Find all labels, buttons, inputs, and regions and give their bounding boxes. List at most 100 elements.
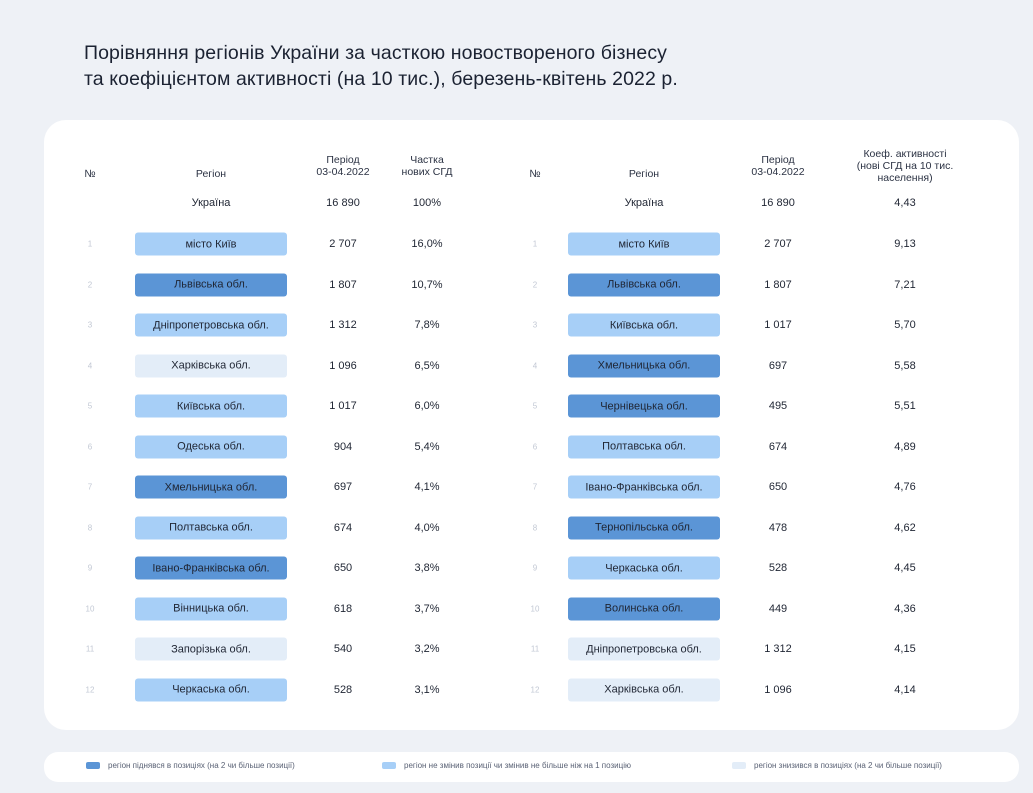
- share-row-region: Вінницька обл.: [135, 597, 287, 620]
- activity-row-period: 697: [769, 360, 787, 372]
- share-row-rank: 4: [88, 361, 92, 370]
- activity-row-value: 7,21: [894, 279, 915, 291]
- share-row-rank: 3: [88, 321, 92, 330]
- share-region-header: Регіон: [196, 168, 226, 180]
- share-row-region: Черкаська обл.: [135, 678, 287, 701]
- activity-total-value: 4,43: [894, 197, 915, 209]
- activity-row-value: 5,70: [894, 319, 915, 331]
- share-row-region: Запорізька обл.: [135, 638, 287, 661]
- share-row-rank: 6: [88, 442, 92, 451]
- activity-total-region: Україна: [625, 197, 664, 209]
- page-title: Порівняння регіонів України за часткою н…: [84, 40, 884, 92]
- share-row-period: 1 807: [329, 279, 357, 291]
- activity-row-region: Хмельницька обл.: [568, 354, 720, 377]
- legend-item-down: регіон знизився в позиціях (на 2 чи біль…: [732, 761, 942, 770]
- activity-row-region: Черкаська обл.: [568, 557, 720, 580]
- share-row-value: 6,5%: [414, 360, 439, 372]
- activity-row-value: 5,58: [894, 360, 915, 372]
- share-row-rank: 2: [88, 280, 92, 289]
- activity-row-value: 4,14: [894, 684, 915, 696]
- legend-swatch-same: [382, 762, 396, 769]
- activity-row-period: 449: [769, 603, 787, 615]
- legend-label-up: регіон піднявся в позиціях (на 2 чи біль…: [108, 761, 295, 770]
- share-row-period: 1 017: [329, 400, 357, 412]
- activity-row-period: 674: [769, 441, 787, 453]
- share-row-rank: 12: [86, 685, 95, 694]
- share-value-header: Частка нових СГД: [402, 154, 453, 178]
- share-row-region: Київська обл.: [135, 395, 287, 418]
- activity-row-region: Дніпропетровська обл.: [568, 638, 720, 661]
- activity-row-region: Київська обл.: [568, 314, 720, 337]
- share-row-period: 904: [334, 441, 352, 453]
- activity-row-rank: 2: [533, 280, 537, 289]
- activity-row-region: Волинська обл.: [568, 597, 720, 620]
- activity-row-period: 495: [769, 400, 787, 412]
- activity-row-period: 1 312: [764, 643, 792, 655]
- legend-item-same: регіон не змінив позиції чи змінив не бі…: [382, 761, 631, 770]
- share-row-period: 1 312: [329, 319, 357, 331]
- activity-row-rank: 3: [533, 321, 537, 330]
- share-row-value: 5,4%: [414, 441, 439, 453]
- share-row-period: 674: [334, 522, 352, 534]
- activity-row-value: 4,15: [894, 643, 915, 655]
- share-rank-header: №: [84, 168, 95, 180]
- activity-row-rank: 1: [533, 240, 537, 249]
- share-row-period: 528: [334, 684, 352, 696]
- share-row-region: Івано-Франківська обл.: [135, 557, 287, 580]
- share-row-period: 540: [334, 643, 352, 655]
- activity-total-period: 16 890: [761, 197, 795, 209]
- activity-row-value: 4,45: [894, 562, 915, 574]
- activity-row-period: 2 707: [764, 238, 792, 250]
- activity-row-rank: 4: [533, 361, 537, 370]
- activity-row-rank: 11: [531, 645, 539, 654]
- legend-label-down: регіон знизився в позиціях (на 2 чи біль…: [754, 761, 942, 770]
- share-row-rank: 9: [88, 564, 92, 573]
- activity-row-rank: 12: [531, 685, 540, 694]
- legend: регіон піднявся в позиціях (на 2 чи біль…: [44, 752, 1019, 782]
- legend-label-same: регіон не змінив позиції чи змінив не бі…: [404, 761, 631, 770]
- activity-region-header: Регіон: [629, 168, 659, 180]
- activity-row-rank: 5: [533, 402, 537, 411]
- share-row-value: 3,1%: [414, 684, 439, 696]
- share-row-value: 6,0%: [414, 400, 439, 412]
- share-row-rank: 11: [86, 645, 94, 654]
- share-row-region: Полтавська обл.: [135, 516, 287, 539]
- share-row-period: 1 096: [329, 360, 357, 372]
- share-row-region: Одеська обл.: [135, 435, 287, 458]
- share-row-value: 4,1%: [414, 481, 439, 493]
- legend-swatch-down: [732, 762, 746, 769]
- activity-row-period: 1 096: [764, 684, 792, 696]
- share-row-region: місто Київ: [135, 233, 287, 256]
- share-row-value: 7,8%: [414, 319, 439, 331]
- activity-row-period: 478: [769, 522, 787, 534]
- activity-row-region: місто Київ: [568, 233, 720, 256]
- share-row-rank: 7: [88, 483, 92, 492]
- share-row-value: 3,2%: [414, 643, 439, 655]
- activity-row-value: 9,13: [894, 238, 915, 250]
- share-row-region: Львівська обл.: [135, 273, 287, 296]
- share-row-region: Харківська обл.: [135, 354, 287, 377]
- share-row-region: Хмельницька обл.: [135, 476, 287, 499]
- share-total-region: Україна: [192, 197, 231, 209]
- share-row-rank: 5: [88, 402, 92, 411]
- activity-row-period: 1 017: [764, 319, 792, 331]
- share-row-value: 4,0%: [414, 522, 439, 534]
- activity-row-period: 528: [769, 562, 787, 574]
- share-row-rank: 1: [88, 240, 92, 249]
- share-row-period: 650: [334, 562, 352, 574]
- activity-row-rank: 6: [533, 442, 537, 451]
- share-row-period: 618: [334, 603, 352, 615]
- activity-row-rank: 7: [533, 483, 537, 492]
- share-total-value: 100%: [413, 197, 441, 209]
- activity-row-value: 4,89: [894, 441, 915, 453]
- activity-row-rank: 10: [531, 604, 540, 613]
- activity-row-period: 1 807: [764, 279, 792, 291]
- legend-item-up: регіон піднявся в позиціях (на 2 чи біль…: [86, 761, 295, 770]
- activity-value-header: Коеф. активності (нові СГД на 10 тис. на…: [857, 148, 954, 184]
- share-row-period: 2 707: [329, 238, 357, 250]
- activity-row-period: 650: [769, 481, 787, 493]
- activity-row-rank: 9: [533, 564, 537, 573]
- activity-row-value: 5,51: [894, 400, 915, 412]
- activity-row-value: 4,62: [894, 522, 915, 534]
- activity-row-region: Тернопільська обл.: [568, 516, 720, 539]
